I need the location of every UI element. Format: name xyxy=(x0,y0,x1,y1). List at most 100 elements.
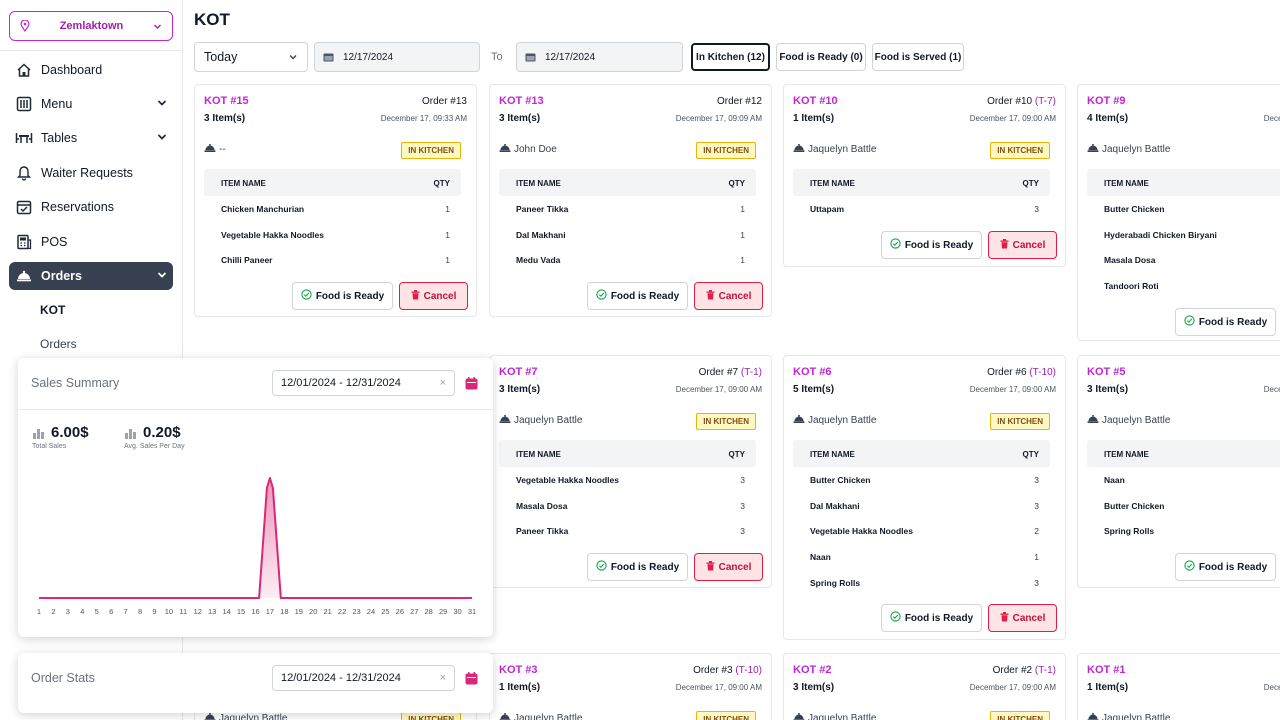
sidebar-item-pos[interactable]: POS xyxy=(9,228,173,256)
sidebar-item-label: Reservations xyxy=(41,200,114,214)
waiter-info: Jaquelyn Battle xyxy=(499,414,582,427)
item-qty: 2 xyxy=(1034,526,1039,537)
food-ready-button[interactable]: Food is Ready xyxy=(587,282,688,310)
sales-chart: 1 2 3 4 5 6 7 8 9 10 11 12 13 14 15 16 17 18 19 20 21 22 23 24 2… xyxy=(37,477,476,616)
item-name: Medu Vada xyxy=(516,255,561,266)
order-number[interactable]: Order #3 (T-10) xyxy=(693,665,762,676)
food-ready-button[interactable]: Food is Ready xyxy=(881,231,982,259)
x-tick-label: 6 xyxy=(109,607,113,616)
item-name: Uttapam xyxy=(810,204,845,214)
date-from-input[interactable]: 12/17/2024 xyxy=(314,42,480,72)
avg-sales-value: 0.20$ xyxy=(143,424,181,441)
order-label: Order #7 xyxy=(698,367,739,378)
cancel-button[interactable]: Cancel xyxy=(988,604,1057,632)
item-name: Vegetable Hakka Noodles xyxy=(810,526,913,537)
sidebar-item-label: Waiter Requests xyxy=(41,166,133,180)
qty-header: QTY xyxy=(1022,450,1039,459)
check-circle-icon xyxy=(1184,560,1195,574)
item-count: 3 Item(s) xyxy=(499,384,541,395)
food-ready-button[interactable]: Food is Ready xyxy=(881,604,982,632)
chevron-down-icon[interactable] xyxy=(157,97,167,111)
filter-food-served[interactable]: Food is Served (1) xyxy=(872,43,964,71)
sales-date-range[interactable]: 12/01/2024 - 12/31/2024 × xyxy=(272,370,455,396)
sidebar-item-waiter-requests[interactable]: Waiter Requests xyxy=(9,159,173,187)
calendar-icon[interactable] xyxy=(465,377,478,390)
kot-number: KOT #9 xyxy=(1087,95,1126,107)
order-stats-widget: Order Stats 12/01/2024 - 12/31/2024 × xyxy=(18,653,493,713)
chevron-down-icon[interactable] xyxy=(157,131,167,145)
item-name-header: ITEM NAME xyxy=(516,179,561,188)
food-ready-label: Food is Ready xyxy=(904,239,974,251)
sidebar-item-label: Dashboard xyxy=(41,63,103,77)
filter-in-kitchen[interactable]: In Kitchen (12) xyxy=(691,43,770,71)
kot-number: KOT #15 xyxy=(204,95,249,107)
cancel-button[interactable]: Cancel xyxy=(694,282,763,310)
kot-card: KOT #3 1 Item(s) Order #3 (T-10) December 1… xyxy=(489,653,772,720)
waiter-hat-icon xyxy=(793,143,805,156)
cancel-button[interactable]: Cancel xyxy=(694,553,763,581)
table-row: Vegetable Hakka Noodles 1 xyxy=(221,230,450,244)
subnav-orders[interactable]: Orders xyxy=(40,337,77,351)
order-datetime: December 17, 09:00 AM xyxy=(1263,114,1280,123)
food-ready-button[interactable]: Food is Ready xyxy=(587,553,688,581)
trash-icon xyxy=(411,289,420,303)
cancel-label: Cancel xyxy=(718,290,752,302)
waiter-name: -- xyxy=(219,144,226,155)
chevron-down-icon[interactable] xyxy=(157,269,167,283)
waiter-name: Jaquelyn Battle xyxy=(808,144,877,155)
sidebar-item-reservations[interactable]: Reservations xyxy=(9,193,173,221)
date-to-input[interactable]: 12/17/2024 xyxy=(516,42,683,72)
location-selector[interactable]: Zemlaktown xyxy=(9,11,173,41)
subnav-kot[interactable]: KOT xyxy=(40,303,66,317)
order-number[interactable]: Order #2 (T-1) xyxy=(993,665,1056,676)
waiter-hat-icon xyxy=(1087,712,1099,720)
date-to-value: 12/17/2024 xyxy=(545,51,596,63)
order-number[interactable]: Order #7 (T-1) xyxy=(699,367,762,378)
clear-icon[interactable]: × xyxy=(439,672,446,684)
order-datetime: December 17, 09:00 AM xyxy=(1263,385,1280,394)
avg-sales-label: Avg. Sales Per Day xyxy=(124,443,185,450)
x-tick-label: 2 xyxy=(51,607,55,616)
cancel-button[interactable]: Cancel xyxy=(988,231,1057,259)
item-name-header: ITEM NAME xyxy=(1104,450,1149,459)
cancel-label: Cancel xyxy=(1012,239,1046,251)
clear-icon[interactable]: × xyxy=(439,377,446,389)
sidebar-item-tables[interactable]: Tables xyxy=(9,124,173,152)
sidebar-item-orders[interactable]: Orders xyxy=(9,262,173,290)
x-tick-label: 10 xyxy=(165,607,173,616)
order-number[interactable]: Order #6 (T-10) xyxy=(987,367,1056,378)
waiter-name: Jaquelyn Battle xyxy=(219,713,288,720)
kot-card: KOT #13 3 Item(s) Order #12 December 17, 09… xyxy=(489,84,772,317)
x-tick-label: 25 xyxy=(381,607,389,616)
menu-icon xyxy=(15,95,33,113)
item-qty: 3 xyxy=(1034,475,1039,485)
food-ready-button[interactable]: Food is Ready xyxy=(1175,553,1276,581)
order-number[interactable]: Order #12 xyxy=(717,96,762,107)
sidebar-item-dashboard[interactable]: Dashboard xyxy=(9,56,173,84)
sidebar-item-menu[interactable]: Menu xyxy=(9,90,173,118)
waiter-name: Jaquelyn Battle xyxy=(1102,415,1171,426)
calendar-icon[interactable] xyxy=(465,672,478,685)
period-select[interactable]: Today xyxy=(194,42,308,72)
total-sales-value: 6.00$ xyxy=(51,424,89,441)
order-number[interactable]: Order #13 xyxy=(422,96,467,107)
food-ready-label: Food is Ready xyxy=(904,612,974,624)
x-tick-label: 13 xyxy=(208,607,216,616)
order-number[interactable]: Order #10 (T-7) xyxy=(987,96,1056,107)
x-tick-label: 19 xyxy=(295,607,303,616)
check-circle-icon xyxy=(596,289,607,303)
item-name-header: ITEM NAME xyxy=(810,179,855,188)
food-ready-button[interactable]: Food is Ready xyxy=(1175,308,1276,336)
filter-food-ready[interactable]: Food is Ready (0) xyxy=(776,43,866,71)
order-datetime: December 17, 09:09 AM xyxy=(675,114,762,123)
x-tick-label: 23 xyxy=(352,607,360,616)
item-qty: 3 xyxy=(740,526,745,537)
food-ready-button[interactable]: Food is Ready xyxy=(292,282,393,310)
stats-date-range[interactable]: 12/01/2024 - 12/31/2024 × xyxy=(272,665,455,691)
waiter-info: -- xyxy=(204,143,226,156)
calendar-icon xyxy=(525,53,536,62)
cancel-button[interactable]: Cancel xyxy=(399,282,468,310)
